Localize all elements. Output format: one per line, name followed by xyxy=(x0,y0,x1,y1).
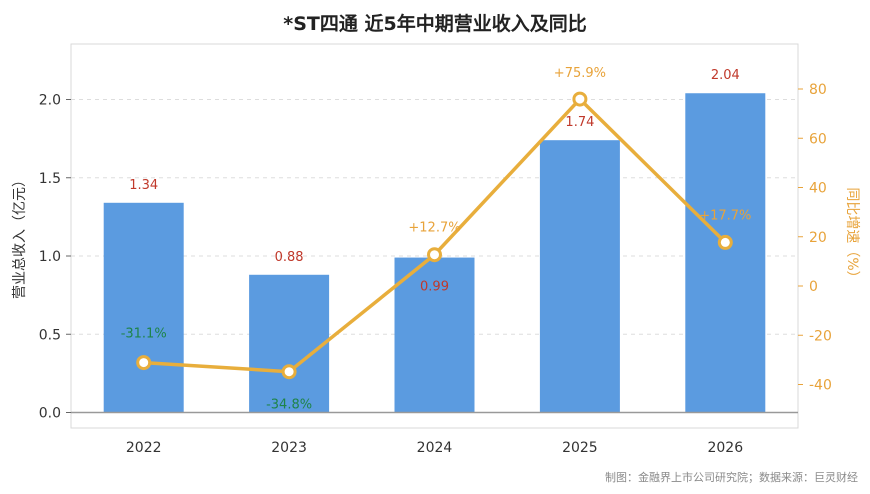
x-tick-label: 2022 xyxy=(126,440,162,456)
footer-source: 制图：金融界上市公司研究院；数据来源：巨灵财经 xyxy=(605,470,858,484)
growth-value-label: -34.8% xyxy=(266,398,312,413)
data-labels: 1.34 0.88 0.99 1.74 2.04 -31.1% -34.8% +12.7% +7… xyxy=(121,66,752,413)
y-right-tick-label: 0 xyxy=(809,279,818,295)
y-right-tick-label: 60 xyxy=(809,131,827,147)
bar-value-label: 1.74 xyxy=(565,115,594,130)
bar xyxy=(249,274,330,413)
chart-title: *ST四通 近5年中期营业收入及同比 xyxy=(283,12,586,35)
x-tick-label: 2025 xyxy=(562,440,598,456)
growth-value-label: +75.9% xyxy=(554,66,606,81)
y-right-tick-label: 80 xyxy=(809,82,827,98)
bar-value-label: 0.88 xyxy=(275,250,304,265)
line-series xyxy=(136,91,733,380)
bar-value-label: 1.34 xyxy=(129,178,158,193)
growth-point xyxy=(717,234,733,250)
y-tick-label: 2.0 xyxy=(39,93,61,109)
y-tick-label: 0.0 xyxy=(39,406,61,422)
y-right-tick-label: -40 xyxy=(809,378,832,394)
growth-point xyxy=(136,355,152,371)
y-right-tick-label: -20 xyxy=(809,328,832,344)
y-right-tick-label: 20 xyxy=(809,230,827,246)
y-tick-label: 1.5 xyxy=(39,171,61,187)
bar xyxy=(103,202,184,413)
growth-point xyxy=(572,91,588,107)
bar-value-label: 0.99 xyxy=(420,280,449,295)
y-right-tick-label: 40 xyxy=(809,181,827,197)
growth-value-label: +12.7% xyxy=(408,221,460,236)
growth-value-label: +17.7% xyxy=(699,208,751,223)
x-tick-label: 2023 xyxy=(271,440,307,456)
growth-point xyxy=(281,364,297,380)
y-tick-label: 1.0 xyxy=(39,249,61,265)
growth-point xyxy=(427,247,442,263)
bar-value-label: 2.04 xyxy=(711,68,740,83)
bar xyxy=(685,93,766,413)
bar xyxy=(394,257,475,413)
y-axis-label-left: 营业总收入（亿元） xyxy=(12,173,28,299)
bar xyxy=(539,140,620,413)
growth-value-label: -31.1% xyxy=(121,327,167,342)
y-tick-label: 0.5 xyxy=(39,327,61,343)
x-tick-label: 2026 xyxy=(707,440,743,456)
bar-series xyxy=(103,93,766,413)
x-tick-label: 2024 xyxy=(417,440,453,456)
y-axis-label-right: 同比增速（%） xyxy=(844,187,860,284)
axes: 0.0 0.5 1.0 1.5 2.0 -40 -20 0 20 40 60 80 2022 2023 20… xyxy=(39,82,832,456)
